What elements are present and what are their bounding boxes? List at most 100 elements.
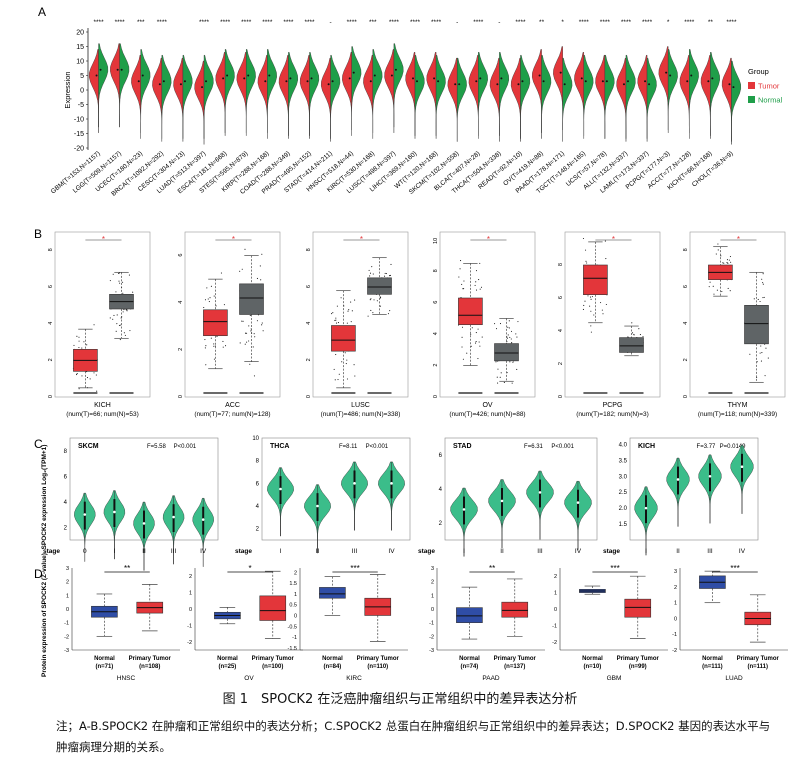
y-tick-label: -2: [429, 634, 434, 640]
stage-violin-right: [354, 461, 368, 531]
stage-tick-label: IV: [388, 548, 395, 555]
median-dot: [479, 77, 482, 80]
data-point: [259, 265, 261, 267]
data-point: [348, 309, 350, 311]
median-dot: [394, 68, 397, 71]
p-value: P<0.001: [174, 444, 197, 450]
violin-tumor: [468, 55, 479, 139]
normal-n: (n=74): [460, 664, 478, 670]
median-dot: [648, 83, 651, 86]
y-tick-label: 3: [431, 566, 434, 572]
data-point: [760, 345, 762, 347]
significance-label: *: [360, 235, 363, 244]
data-point: [261, 322, 263, 324]
data-point: [762, 273, 764, 275]
data-point: [479, 288, 481, 290]
data-point: [760, 360, 762, 362]
legend-title: Group: [748, 67, 769, 76]
legend-swatch-normal: [748, 96, 755, 103]
y-tick-label: 0: [431, 607, 434, 613]
median-dot: [289, 77, 292, 80]
y-tick-label: 6: [439, 453, 443, 459]
data-point: [638, 328, 640, 330]
stage-violin-right: [143, 501, 155, 571]
significance-label: ***: [137, 19, 145, 26]
data-point: [249, 314, 251, 317]
y-tick-label: 2: [431, 580, 434, 586]
significance-label: **: [708, 19, 714, 26]
stage-axis-label: stage: [603, 548, 620, 555]
data-point: [712, 285, 714, 287]
data-point: [207, 298, 209, 300]
data-point: [213, 343, 215, 345]
median-dot: [306, 80, 309, 83]
tumor-label: Primary Tumor: [494, 656, 537, 662]
significance-label: ***: [369, 19, 377, 26]
data-point: [463, 288, 465, 290]
data-point: [589, 296, 592, 298]
data-point: [590, 331, 592, 333]
panel-label-c: C: [34, 437, 43, 451]
violin-tumor: [342, 52, 352, 136]
y-tick-label: 4: [256, 504, 260, 510]
figure-caption: 图 1 SPOCK2 在泛癌肿瘤组织与正常组织中的差异表达分析: [222, 692, 578, 707]
stage-median-dot: [279, 487, 282, 491]
data-point: [478, 341, 480, 343]
data-point: [244, 332, 247, 334]
violin-normal: [330, 55, 341, 140]
significance-label: ****: [579, 19, 590, 26]
data-point: [478, 279, 480, 281]
y-tick-label: 2: [294, 570, 297, 576]
data-point: [81, 347, 83, 349]
median-dot: [644, 80, 647, 83]
stage-tick-label: IV: [575, 548, 582, 555]
data-point: [213, 358, 215, 360]
data-point: [246, 332, 248, 334]
significance-label: ****: [304, 19, 315, 26]
data-point: [586, 262, 588, 264]
panel-label-b: B: [34, 227, 42, 241]
box-body: [331, 325, 356, 352]
data-point: [729, 256, 731, 258]
data-point: [517, 321, 519, 323]
data-point: [335, 322, 338, 324]
median-dot: [116, 68, 119, 71]
y-tick-label: 6: [433, 301, 439, 304]
stage-violin-right: [317, 484, 331, 554]
stage-median-dot: [83, 513, 87, 516]
y-tick-label: 3.0: [619, 474, 628, 480]
data-point: [215, 305, 217, 307]
legend-swatch-tumor: [748, 82, 755, 89]
data-point: [500, 372, 502, 374]
data-point: [205, 345, 207, 347]
significance-label: ****: [431, 19, 442, 26]
violin-normal: [203, 55, 214, 140]
stage-tick-label: III: [707, 548, 713, 555]
panel-a-violin-chart: A20151050-5-10-15-20Expression****GBM(T=…: [38, 5, 783, 198]
data-point: [335, 319, 337, 321]
data-point: [335, 317, 337, 319]
y-tick-label: 10: [433, 238, 439, 244]
data-point: [728, 259, 730, 261]
data-point: [369, 275, 371, 277]
median-dot: [348, 77, 351, 80]
data-point: [389, 310, 391, 312]
data-point: [479, 262, 481, 264]
violin-normal: [246, 49, 256, 134]
stage-violin-right: [539, 470, 554, 540]
median-dot: [496, 83, 499, 86]
data-point: [350, 321, 352, 323]
data-point: [338, 373, 340, 375]
data-point: [715, 253, 717, 255]
data-point: [762, 297, 764, 299]
violin-normal: [731, 60, 742, 145]
data-point: [204, 299, 207, 301]
y-tick-label: 1: [294, 592, 297, 598]
tumor-label: Primary Tumor: [357, 656, 400, 662]
violin-normal: [98, 43, 109, 128]
y-tick-label: 1: [674, 601, 677, 607]
significance-label: **: [539, 19, 545, 26]
data-point: [582, 308, 584, 310]
y-tick-label: 4: [306, 322, 312, 325]
box-body: [367, 277, 392, 295]
